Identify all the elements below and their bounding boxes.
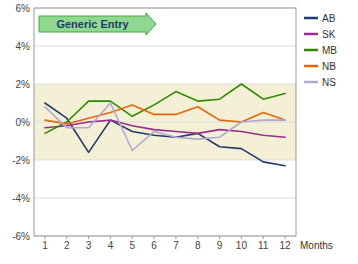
series-line [45,103,285,166]
legend-swatch [304,49,318,52]
x-tick-label: 4 [108,240,114,251]
series-group [45,84,285,166]
y-tick-label: 0% [16,117,31,128]
x-tick-label: 3 [86,240,92,251]
annotation-arrow [39,13,156,35]
shaded-band [34,84,296,160]
grid-line [34,84,296,85]
annotation-text: Generic Entry [56,18,129,30]
y-tick-label: 2% [16,79,31,90]
legend-label: NS [322,77,336,88]
legend-label: NB [322,61,336,72]
grid-line [34,198,296,199]
legend-swatch [304,81,318,84]
legend-label: AB [322,13,336,24]
x-tick-label: 10 [236,240,248,251]
y-tick-label: 4% [16,41,31,52]
y-tick-label: -4% [12,193,30,204]
legend-swatch [304,17,318,20]
x-tick-label: 7 [173,240,179,251]
x-tick-label: 5 [129,240,135,251]
grid-line [34,160,296,161]
x-axis-label: Months [300,240,333,251]
x-tick-label: 1 [42,240,48,251]
x-tick-label: 12 [280,240,292,251]
y-tick-label: 6% [16,3,31,14]
grid-line [34,46,296,47]
legend-swatch [304,65,318,68]
x-tick-label: 11 [258,240,269,251]
x-tick-label: 9 [217,240,223,251]
x-tick-label: 8 [195,240,201,251]
y-tick-label: -2% [12,155,30,166]
series-line [45,84,285,133]
x-tick-label: 2 [64,240,70,251]
x-tick-label: 6 [151,240,157,251]
y-tick-label: -6% [12,231,30,242]
legend-label: MB [322,45,337,56]
chart: -6%-4%-2%0%2%4%6%123456789101112MonthsAB… [0,0,358,264]
legend-swatch [304,33,318,36]
plot-frame [34,8,296,236]
legend-label: SK [322,29,336,40]
series-line [45,103,285,151]
